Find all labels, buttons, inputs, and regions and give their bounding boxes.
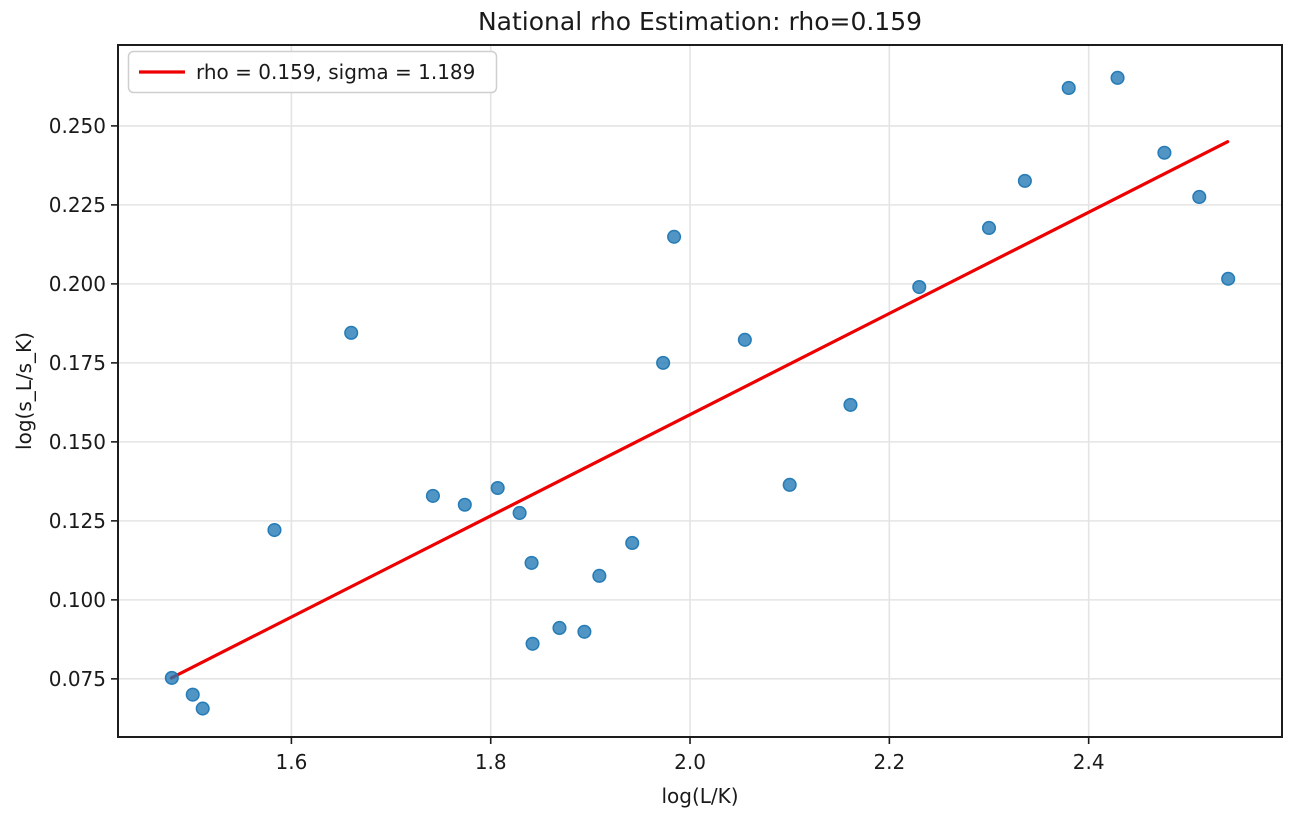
scatter-point bbox=[425, 488, 440, 503]
plot-title: National rho Estimation: rho=0.159 bbox=[478, 7, 922, 36]
scatter-point bbox=[344, 325, 359, 340]
y-tick-label: 0.250 bbox=[49, 114, 106, 138]
scatter-point bbox=[267, 522, 282, 538]
y-tick-label: 0.100 bbox=[49, 588, 106, 612]
grid-group bbox=[118, 45, 1282, 737]
scatter-point bbox=[457, 497, 472, 512]
scatter-point bbox=[592, 568, 607, 583]
x-tick-label: 1.8 bbox=[475, 750, 507, 774]
scatter-point bbox=[981, 220, 997, 236]
scatter-point bbox=[525, 636, 540, 651]
scatter-point bbox=[490, 480, 505, 496]
scatter-point bbox=[912, 279, 927, 295]
x-tick-label: 2.2 bbox=[873, 750, 905, 774]
tick-group bbox=[111, 125, 1090, 744]
y-tick-label: 0.125 bbox=[49, 509, 106, 533]
scatter-point bbox=[843, 397, 858, 412]
x-axis-label: log(L/K) bbox=[661, 784, 738, 808]
x-tick-label: 1.6 bbox=[275, 750, 307, 774]
scatter-point bbox=[1157, 145, 1172, 160]
legend-label: rho = 0.159, sigma = 1.189 bbox=[196, 60, 475, 84]
fit-line bbox=[169, 140, 1230, 680]
scatter-point bbox=[195, 701, 210, 716]
scatter-point bbox=[1061, 80, 1076, 96]
scatter-point bbox=[185, 687, 200, 702]
y-axis-label: log(s_L/s_K) bbox=[12, 332, 36, 450]
x-tick-label: 2.0 bbox=[674, 750, 706, 774]
scatter-point bbox=[667, 229, 682, 244]
scatter-point bbox=[577, 624, 592, 639]
y-tick-label: 0.075 bbox=[49, 667, 106, 691]
scatter-point bbox=[512, 505, 527, 521]
scatter-point bbox=[737, 332, 752, 347]
scatter-point bbox=[1192, 189, 1207, 205]
fit-line-group bbox=[169, 140, 1230, 680]
scatter-point bbox=[625, 535, 640, 551]
legend: rho = 0.159, sigma = 1.189 bbox=[127, 50, 498, 94]
y-tick-label: 0.150 bbox=[49, 430, 106, 454]
scatter-point bbox=[552, 620, 567, 636]
y-tick-label: 0.200 bbox=[49, 272, 106, 296]
y-tick-label: 0.175 bbox=[49, 351, 106, 375]
scatter-point bbox=[656, 355, 671, 370]
x-tick-label: 2.4 bbox=[1073, 750, 1105, 774]
scatter-point bbox=[1221, 271, 1236, 286]
plot-frame bbox=[117, 44, 1283, 738]
y-tick-label: 0.225 bbox=[49, 193, 106, 217]
scatter-point bbox=[782, 477, 797, 492]
tick-label-group: 1.6 1.8 2.0 2.2 2.4 0.075 0.100 0.125 0.150 0.175… bbox=[49, 114, 1105, 774]
scatter-point bbox=[1017, 173, 1032, 188]
scatter-point bbox=[524, 555, 539, 570]
scatter-point bbox=[1110, 70, 1125, 85]
scatter-point bbox=[164, 670, 179, 685]
scatter-group bbox=[164, 70, 1236, 716]
legend-box bbox=[127, 50, 498, 94]
